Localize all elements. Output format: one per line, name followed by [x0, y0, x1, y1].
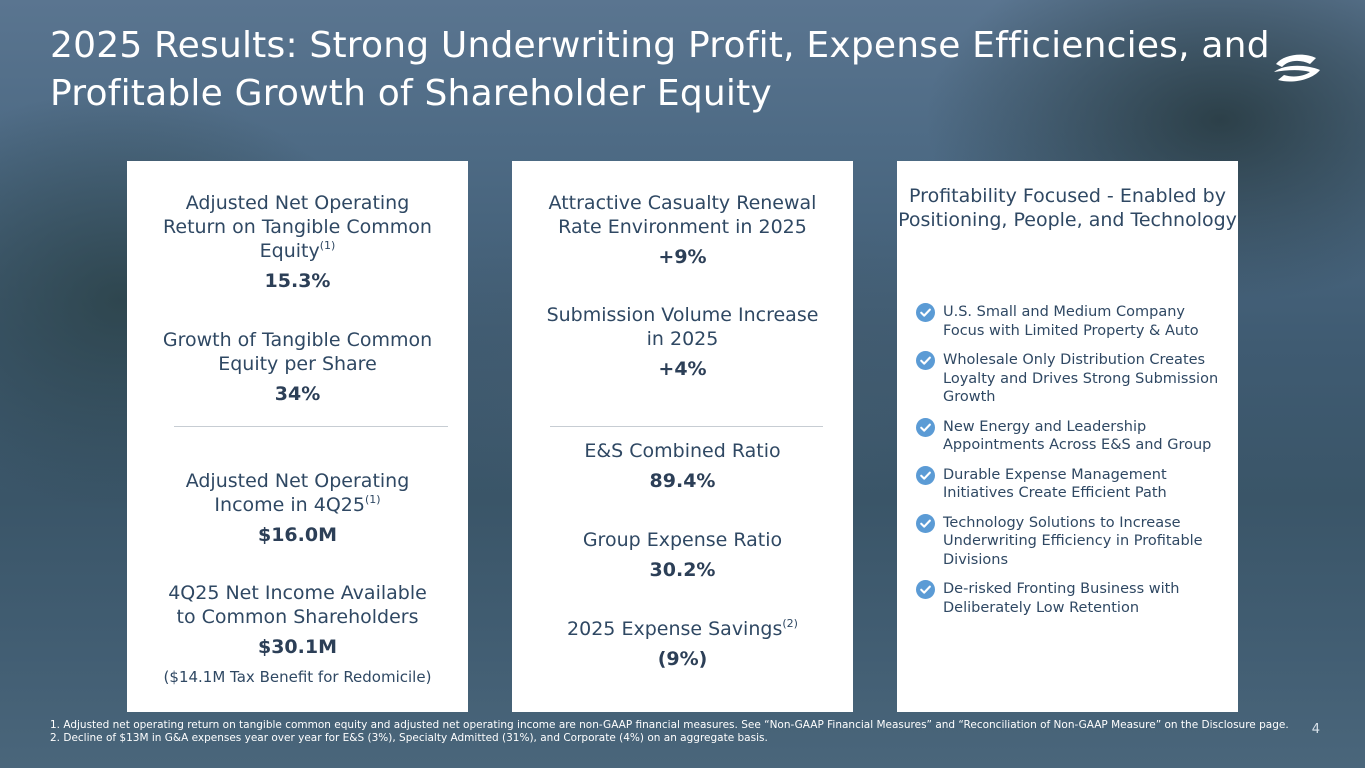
checkmark-icon	[916, 351, 935, 370]
metric-label: Growth of Tangible Common Equity per Sha…	[162, 329, 433, 375]
metric-value: 34%	[274, 383, 321, 405]
list-item-text: Durable Expense Management Initiatives C…	[943, 466, 1167, 502]
company-logo-icon	[1274, 54, 1320, 82]
card-returns-income: Adjusted Net Operating Return on Tangibl…	[127, 161, 468, 712]
list-item: Wholesale Only Distribution Creates Loya…	[916, 351, 1226, 407]
metric-submission-volume: Submission Volume Increase in 2025 +4%	[512, 303, 853, 381]
checkmark-icon	[916, 580, 935, 599]
list-item-text: De-risked Fronting Business with Deliber…	[943, 581, 1180, 616]
metric-tangible-equity-growth: Growth of Tangible Common Equity per Sha…	[127, 328, 468, 406]
checkmark-icon	[916, 417, 935, 437]
metric-label: Group Expense Ratio	[582, 529, 783, 551]
footnote-ref: (1)	[364, 492, 381, 506]
metric-value: $16.0M	[257, 524, 337, 546]
metric-label: Adjusted Net Operating Return on Tangibl…	[163, 192, 432, 262]
page-title: 2025 Results: Strong Underwriting Profit…	[50, 25, 1270, 114]
metric-label: Submission Volume Increase in 2025	[546, 304, 819, 350]
list-item: U.S. Small and Medium Company Focus with…	[916, 303, 1226, 340]
metric-value: 30.2%	[649, 559, 716, 581]
metric-expense-ratio: Group Expense Ratio 30.2%	[512, 528, 853, 582]
list-item: New Energy and Leadership Appointments A…	[916, 417, 1226, 455]
card-growth-ratios: Attractive Casualty Renewal Rate Environ…	[512, 161, 853, 712]
metric-label: Adjusted Net Operating Income in 4Q25	[185, 470, 410, 516]
list-item: De-risked Fronting Business with Deliber…	[916, 580, 1226, 617]
metric-operating-income: Adjusted Net Operating Income in 4Q25(1)…	[127, 469, 468, 547]
list-item-text: U.S. Small and Medium Company Focus with…	[943, 304, 1199, 339]
focus-title: Profitability Focused - Enabled by Posit…	[898, 185, 1237, 231]
metric-value: 89.4%	[649, 470, 716, 492]
list-item-text: New Energy and Leadership Appointments A…	[943, 418, 1212, 454]
divider	[174, 426, 448, 427]
metric-value: +9%	[658, 246, 707, 268]
metric-combined-ratio: E&S Combined Ratio 89.4%	[512, 439, 853, 493]
metric-value: +4%	[658, 358, 707, 380]
list-item-text: Technology Solutions to Increase Underwr…	[943, 514, 1203, 568]
footnote-2: 2. Decline of $13M in G&A expenses year …	[50, 732, 768, 744]
list-item-text: Wholesale Only Distribution Creates Loya…	[943, 352, 1219, 405]
list-item: Technology Solutions to Increase Underwr…	[916, 513, 1226, 570]
metric-label: 2025 Expense Savings	[567, 618, 783, 640]
metric-renewal-rate: Attractive Casualty Renewal Rate Environ…	[512, 191, 853, 269]
list-item: Durable Expense Management Initiatives C…	[916, 465, 1226, 503]
metric-value: $30.1M	[257, 636, 337, 658]
focus-checklist: U.S. Small and Medium Company Focus with…	[916, 303, 1226, 628]
footnote-1: 1. Adjusted net operating return on tang…	[50, 719, 1289, 731]
footnote-ref: (2)	[782, 616, 798, 630]
metric-label: E&S Combined Ratio	[584, 440, 781, 462]
footnotes: 1. Adjusted net operating return on tang…	[50, 719, 1290, 745]
metric-net-income: 4Q25 Net Income Available to Common Shar…	[127, 581, 468, 687]
metric-note: ($14.1M Tax Benefit for Redomicile)	[163, 668, 432, 686]
metric-roe: Adjusted Net Operating Return on Tangibl…	[127, 191, 468, 293]
checkmark-icon	[916, 465, 935, 485]
divider	[550, 426, 823, 427]
checkmark-icon	[916, 513, 935, 533]
card-profitability-focus: Profitability Focused - Enabled by Posit…	[897, 161, 1238, 712]
metric-label: Attractive Casualty Renewal Rate Environ…	[548, 192, 817, 238]
metric-value: 15.3%	[264, 270, 331, 292]
metric-label: 4Q25 Net Income Available to Common Shar…	[168, 582, 427, 628]
metric-expense-savings: 2025 Expense Savings(2) (9%)	[512, 617, 853, 671]
page-number: 4	[1311, 722, 1320, 737]
checkmark-icon	[916, 303, 935, 322]
metric-value: (9%)	[657, 648, 708, 670]
footnote-ref: (1)	[319, 238, 336, 252]
